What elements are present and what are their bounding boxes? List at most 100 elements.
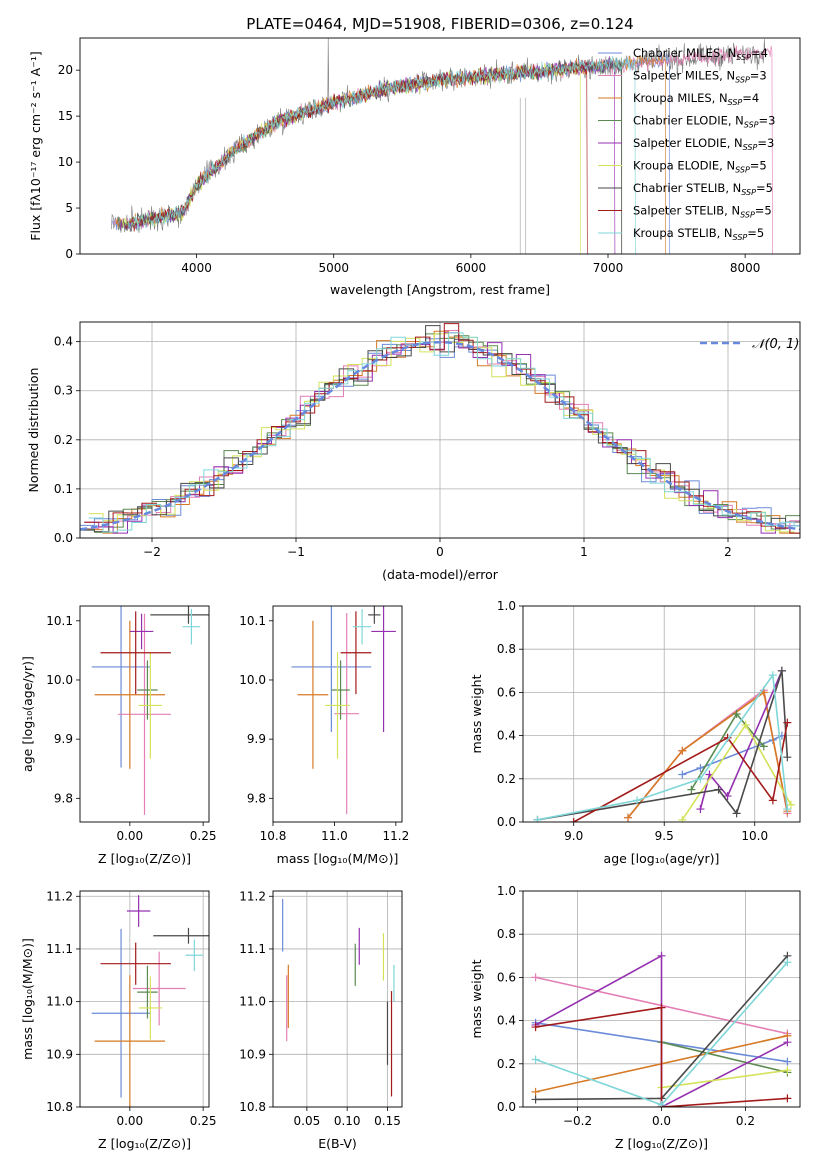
y-tick-label: 0.6 <box>497 970 516 984</box>
x-axis-label: mass [log₁₀(M/M⊙)] <box>277 851 399 866</box>
y-tick-label: 0.6 <box>497 685 516 699</box>
y-tick-label: 10.8 <box>239 1100 266 1114</box>
residual-histogram <box>88 332 800 533</box>
figure-title: PLATE=0464, MJD=51908, FIBERID=0306, z=0… <box>246 15 633 33</box>
errorbar-point <box>352 608 372 645</box>
y-axis-label: mass weight <box>469 674 484 753</box>
y-tick-label: 10 <box>58 155 73 169</box>
legend-model: Salpeter STELIB, N <box>633 204 740 218</box>
spectrum-model-line <box>125 59 588 254</box>
mass-weight-marker <box>687 785 696 794</box>
x-tick-label: 0.00 <box>116 829 143 843</box>
y-tick-label: 11.2 <box>46 889 73 903</box>
mass-weight-marker <box>768 796 777 805</box>
legend-nssp: =5 <box>750 159 767 173</box>
y-tick-label: 11.0 <box>239 995 266 1009</box>
y-tick-label: 0.2 <box>497 1057 516 1071</box>
y-tick-label: 20 <box>58 63 73 77</box>
mass-weight-marker <box>768 671 777 680</box>
y-axis-label: age [log₁₀(age/yr)] <box>20 656 35 772</box>
chart-spectrum: 4000 5000 6000 7000 8000 0 5 10 15 20 wavelength [… <box>28 37 801 297</box>
y-tick-label: 0.0 <box>54 531 73 545</box>
legend-model: Chabrier MILES, N <box>633 46 736 60</box>
mass-weight-marker <box>678 815 687 822</box>
mass-weight-marker <box>678 770 687 779</box>
errorbar-point <box>118 613 171 815</box>
spectrum-model-line <box>119 56 616 254</box>
legend-model: Chabrier ELODIE, N <box>633 114 744 128</box>
mass-weight-marker <box>783 1038 792 1047</box>
legend-model: Salpeter MILES, N <box>633 69 735 83</box>
errorbar-point <box>150 606 209 624</box>
mass-weight-marker <box>783 753 792 762</box>
y-tick-label: 11.1 <box>239 942 266 956</box>
y-tick-label: 0.0 <box>497 815 516 829</box>
x-axis-label: wavelength [Angstrom, rest frame] <box>330 282 550 297</box>
mass-weight-line <box>682 734 783 776</box>
axes-frame <box>272 605 403 823</box>
y-tick-label: 9.8 <box>54 791 73 805</box>
y-tick-label: 11.0 <box>46 995 73 1009</box>
mass-weight-marker <box>696 764 705 772</box>
y-tick-label: 10.1 <box>239 614 266 628</box>
y-tick-label: 5 <box>65 201 73 215</box>
mass-weight-marker <box>633 796 642 805</box>
errorbar-point <box>94 620 166 769</box>
legend-nssp: =5 <box>747 226 764 240</box>
legend-model: Kroupa ELODIE, N <box>633 159 735 173</box>
plot-area <box>80 323 800 534</box>
mass-weight-line <box>661 1069 788 1089</box>
y-tick-label: 0.3 <box>54 384 73 398</box>
y-tick-label: 0.8 <box>497 642 516 656</box>
legend-entry: Salpeter ELODIE, NSSP=3 <box>633 136 774 152</box>
mass-weight-line <box>627 688 789 819</box>
errorbar-point <box>138 976 163 1040</box>
legend-entry: Chabrier ELODIE, NSSP=3 <box>633 114 775 130</box>
x-tick-label: 9.5 <box>655 829 674 843</box>
errorbar-point <box>100 611 171 695</box>
x-axis-label: E(B-V) <box>318 1136 357 1151</box>
mass-weight-marker <box>783 958 792 967</box>
mass-weight-marker <box>678 746 687 755</box>
mass-weight-line <box>627 691 789 819</box>
errorbar-point <box>297 620 329 769</box>
y-tick-label: 9.9 <box>54 732 73 746</box>
mass-weight-line <box>661 1041 788 1074</box>
y-tick-label: 10.8 <box>46 1100 73 1114</box>
legend-subscript: SSP <box>744 121 759 130</box>
legend-subscript: SSP <box>728 98 743 107</box>
x-tick-label: −0.2 <box>563 1114 592 1128</box>
axes-frame <box>79 605 210 823</box>
errorbar-point <box>291 606 372 733</box>
y-tick-label: 11.1 <box>46 942 73 956</box>
mass-weight-marker <box>531 1095 540 1104</box>
plot-area <box>531 951 792 1107</box>
mass-weight-marker <box>783 1066 792 1075</box>
y-tick-label: 10.0 <box>239 673 266 687</box>
errorbar-point <box>368 606 381 624</box>
y-axis-label: mass weight <box>469 959 484 1038</box>
chart-residuals: −2 −1 0 1 2 0.0 0.1 0.2 0.3 0.4 (data-model)/error… <box>26 321 801 582</box>
mass-weight-line <box>537 672 789 821</box>
legend-entry: 𝒩(0, 1) <box>752 337 799 352</box>
y-tick-label: 9.8 <box>247 791 266 805</box>
legend-nssp: =3 <box>759 114 776 128</box>
plot-area <box>291 606 396 815</box>
y-tick-label: 0.4 <box>54 335 73 349</box>
y-axis-label: mass [log₁₀(M/M⊙)] <box>20 938 35 1060</box>
y-tick-label: 0.0 <box>497 1100 516 1114</box>
axes-frame <box>522 890 801 1108</box>
errorbar-point <box>182 608 201 645</box>
x-tick-label: −1 <box>287 545 305 559</box>
mass-weight-marker <box>783 718 792 727</box>
errorbar-point <box>137 660 158 720</box>
y-tick-label: 15 <box>58 109 73 123</box>
legend-nssp: =5 <box>756 181 773 195</box>
y-tick-label: 0.2 <box>497 772 516 786</box>
axes-frame <box>272 890 403 1108</box>
mass-weight-marker <box>783 1057 792 1066</box>
errorbar-point <box>340 611 372 695</box>
chart-age-vs-mass: 10.8 11.0 11.2 9.8 9.9 10.0 10.1 mass [log₁₀(M/… <box>239 605 409 866</box>
